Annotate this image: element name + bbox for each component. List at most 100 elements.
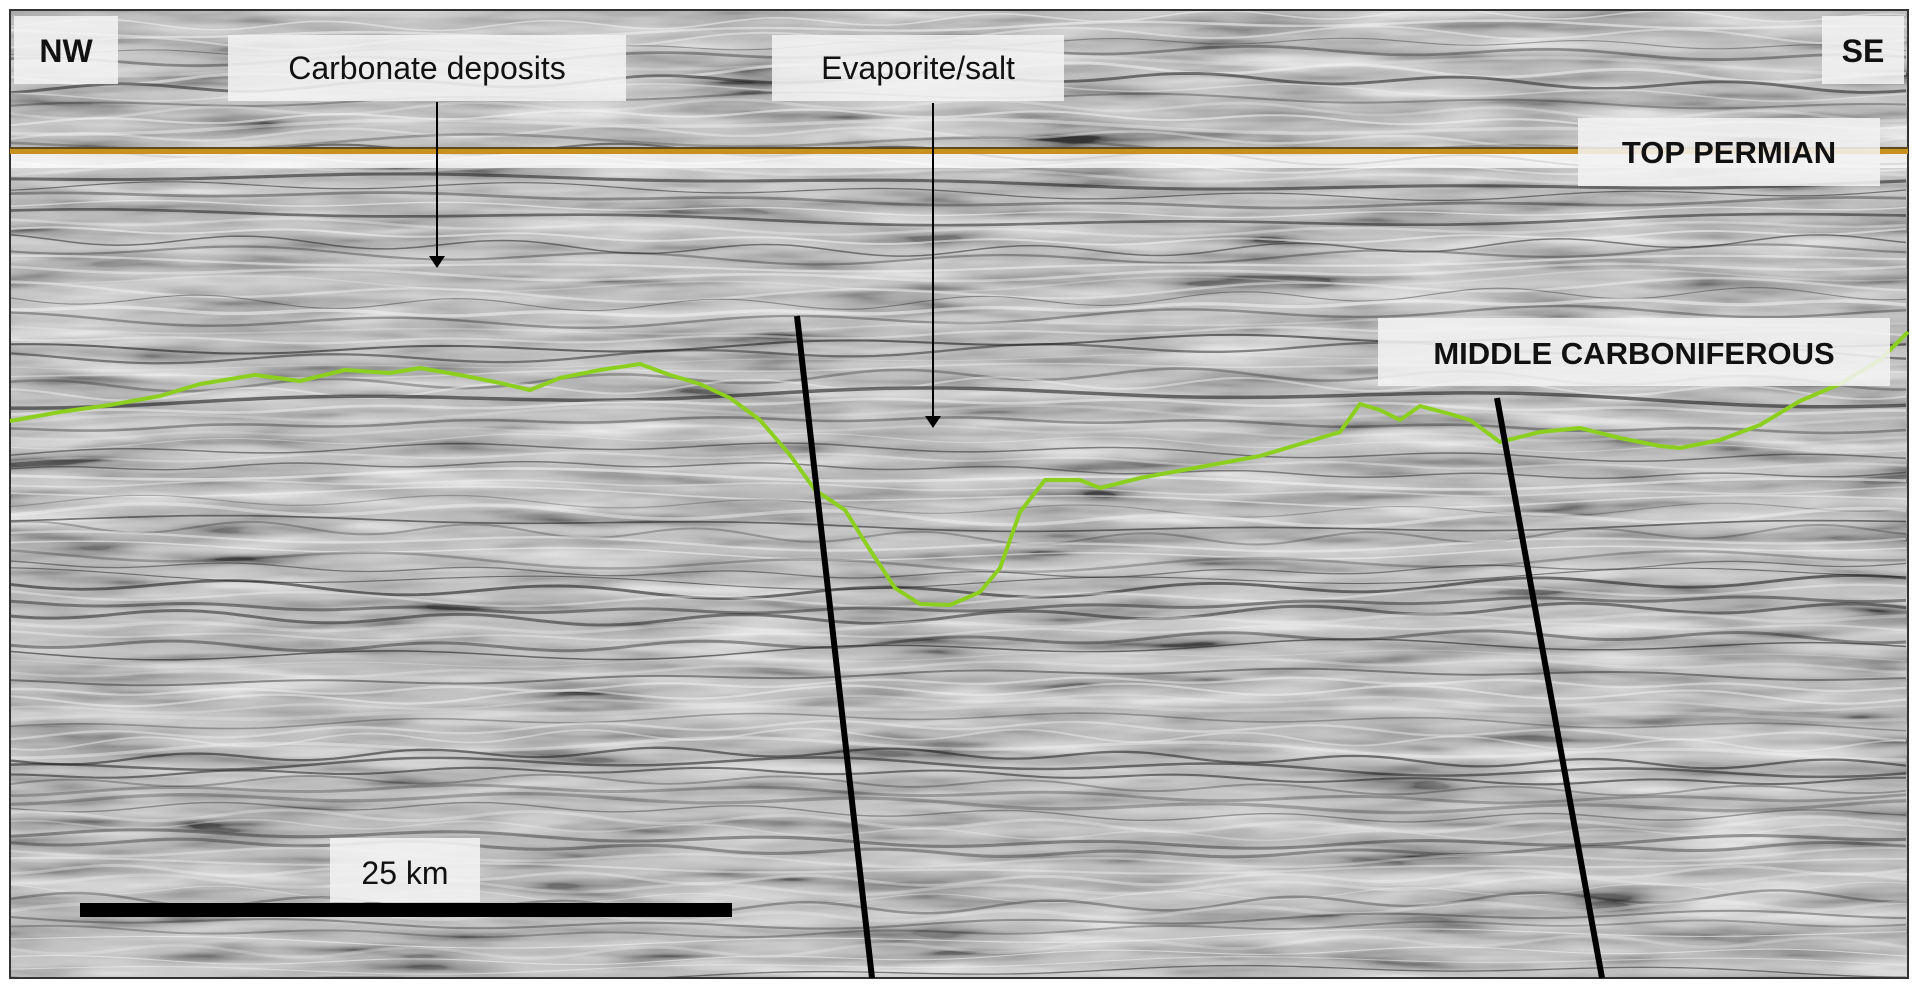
- seismic-reflector: [10, 514, 1907, 533]
- carbonate-arrow: [429, 102, 445, 268]
- seismic-reflector: [10, 451, 1907, 471]
- seismic-reflector: [10, 638, 1907, 661]
- seismic-reflector: [10, 460, 1907, 480]
- seismic-reflector: [10, 828, 1907, 850]
- seismic-reflector: [10, 424, 1907, 444]
- seismic-reflector: [10, 649, 1907, 668]
- seismic-reflector: [10, 501, 1907, 529]
- seismic-reflector: [10, 622, 1907, 642]
- seismic-reflector: [10, 946, 1907, 966]
- seismic-reflector: [10, 693, 1907, 714]
- seismic-reflector: [10, 287, 1907, 312]
- seismic-reflector: [10, 298, 1907, 318]
- scale-bar-label: 25 km: [361, 855, 448, 891]
- seismic-reflector: [10, 397, 1907, 416]
- seismic-reflector: [10, 612, 1907, 635]
- seismic-reflector: [10, 243, 1907, 266]
- seismic-reflector: [10, 657, 1907, 679]
- seismic-reflector: [10, 818, 1907, 842]
- evaporite-arrow: [925, 103, 941, 428]
- fault-line-left: [794, 315, 875, 979]
- nw-label: NW: [14, 16, 118, 84]
- seismic-reflector: [10, 808, 1907, 834]
- seismic-reflector: [10, 801, 1907, 823]
- seismic-reflector: [10, 540, 1907, 561]
- seismic-reflector: [10, 601, 1907, 627]
- se-label: SE: [1822, 16, 1904, 84]
- seismic-reflector: [10, 846, 1907, 869]
- nw-label-text: NW: [39, 33, 93, 69]
- seismic-reflector: [10, 276, 1907, 304]
- seismic-reflector: [10, 467, 1907, 491]
- seismic-reflector: [10, 956, 1907, 975]
- seismic-reflector: [10, 756, 1907, 779]
- carbonate-deposits-label: Carbonate deposits: [228, 35, 626, 101]
- seismic-reflector: [10, 254, 1907, 273]
- seismic-reflector: [10, 262, 1907, 283]
- seismic-reflector: [10, 217, 1907, 238]
- top-permian-horizon: [10, 147, 1908, 154]
- seismic-reflector: [10, 703, 1907, 722]
- seismic-reflector: [10, 376, 1907, 402]
- seismic-reflector: [10, 10, 1907, 32]
- seismic-reflector: [10, 567, 1907, 590]
- seismic-reflector: [10, 442, 1907, 463]
- carbonate-deposits-text: Carbonate deposits: [288, 50, 566, 86]
- seismic-reflector: [10, 226, 1907, 246]
- scale-bar-line: [80, 903, 732, 917]
- seismic-reflector: [10, 560, 1907, 579]
- middle-carboniferous-horizon: [9, 330, 1910, 607]
- seismic-reflector: [10, 404, 1907, 428]
- seismic-reflector: [10, 736, 1906, 762]
- seismic-reflector: [10, 856, 1906, 875]
- seismic-reflector: [10, 208, 1907, 227]
- seismic-reflector: [10, 863, 1907, 887]
- seismic-reflector: [10, 792, 1907, 815]
- seismic-reflector: [10, 386, 1907, 410]
- top-permian-text: TOP PERMIAN: [1622, 135, 1836, 170]
- evaporite-salt-text: Evaporite/salt: [821, 50, 1015, 86]
- middle-carboniferous-label: MIDDLE CARBONIFEROUS: [1378, 318, 1890, 386]
- seismic-reflector: [10, 485, 1907, 509]
- seismic-reflector: [10, 629, 1907, 653]
- seismic-reflector: [10, 269, 1907, 293]
- middle-carboniferous-text: MIDDLE CARBONIFEROUS: [1433, 336, 1834, 371]
- top-permian-horizon-edge: [10, 147, 1908, 149]
- seismic-reflector: [10, 573, 1907, 600]
- seismic-reflector: [10, 682, 1907, 708]
- seismic-reflector: [10, 712, 1907, 732]
- seismic-reflector: [10, 191, 1907, 210]
- seismic-reflector: [10, 549, 1907, 574]
- scale-bar: 25 km: [80, 838, 732, 917]
- seismic-reflector: [10, 928, 1907, 949]
- seismic-reflector: [10, 595, 1907, 615]
- seismic-reflector: [10, 494, 1907, 518]
- seismic-reflector: [10, 773, 1907, 797]
- seismic-reflector: [10, 766, 1906, 786]
- seismic-reflector: [10, 871, 1907, 897]
- seismic-reflector: [10, 304, 1907, 330]
- seismic-reflector: [10, 233, 1907, 257]
- panel-border: [9, 9, 1909, 979]
- seismic-reflector: [10, 530, 1907, 553]
- seismic-reflector: [10, 520, 1907, 546]
- seismic-reflector: [10, 172, 1907, 191]
- seismic-reflector: [10, 727, 1907, 753]
- seismic-reflector: [10, 19, 1907, 39]
- seismic-reflector: [10, 719, 1907, 742]
- seismic-reflector: [10, 837, 1907, 859]
- seismic-reflector: [10, 479, 1907, 497]
- seismic-reflector: [10, 667, 1907, 687]
- seismic-reflector: [10, 181, 1907, 201]
- seismic-reflector: [10, 432, 1907, 454]
- fault-line-right: [1494, 397, 1605, 979]
- evaporite-salt-label: Evaporite/salt: [772, 35, 1064, 101]
- se-label-text: SE: [1842, 33, 1885, 69]
- top-permian-label: TOP PERMIAN: [1578, 118, 1880, 186]
- seismic-reflector: [10, 881, 1907, 905]
- seismic-reflector: [10, 746, 1907, 770]
- seismic-reflector: [10, 676, 1907, 696]
- seismic-reflector: [10, 934, 1907, 960]
- seismic-reflector: [10, 783, 1907, 805]
